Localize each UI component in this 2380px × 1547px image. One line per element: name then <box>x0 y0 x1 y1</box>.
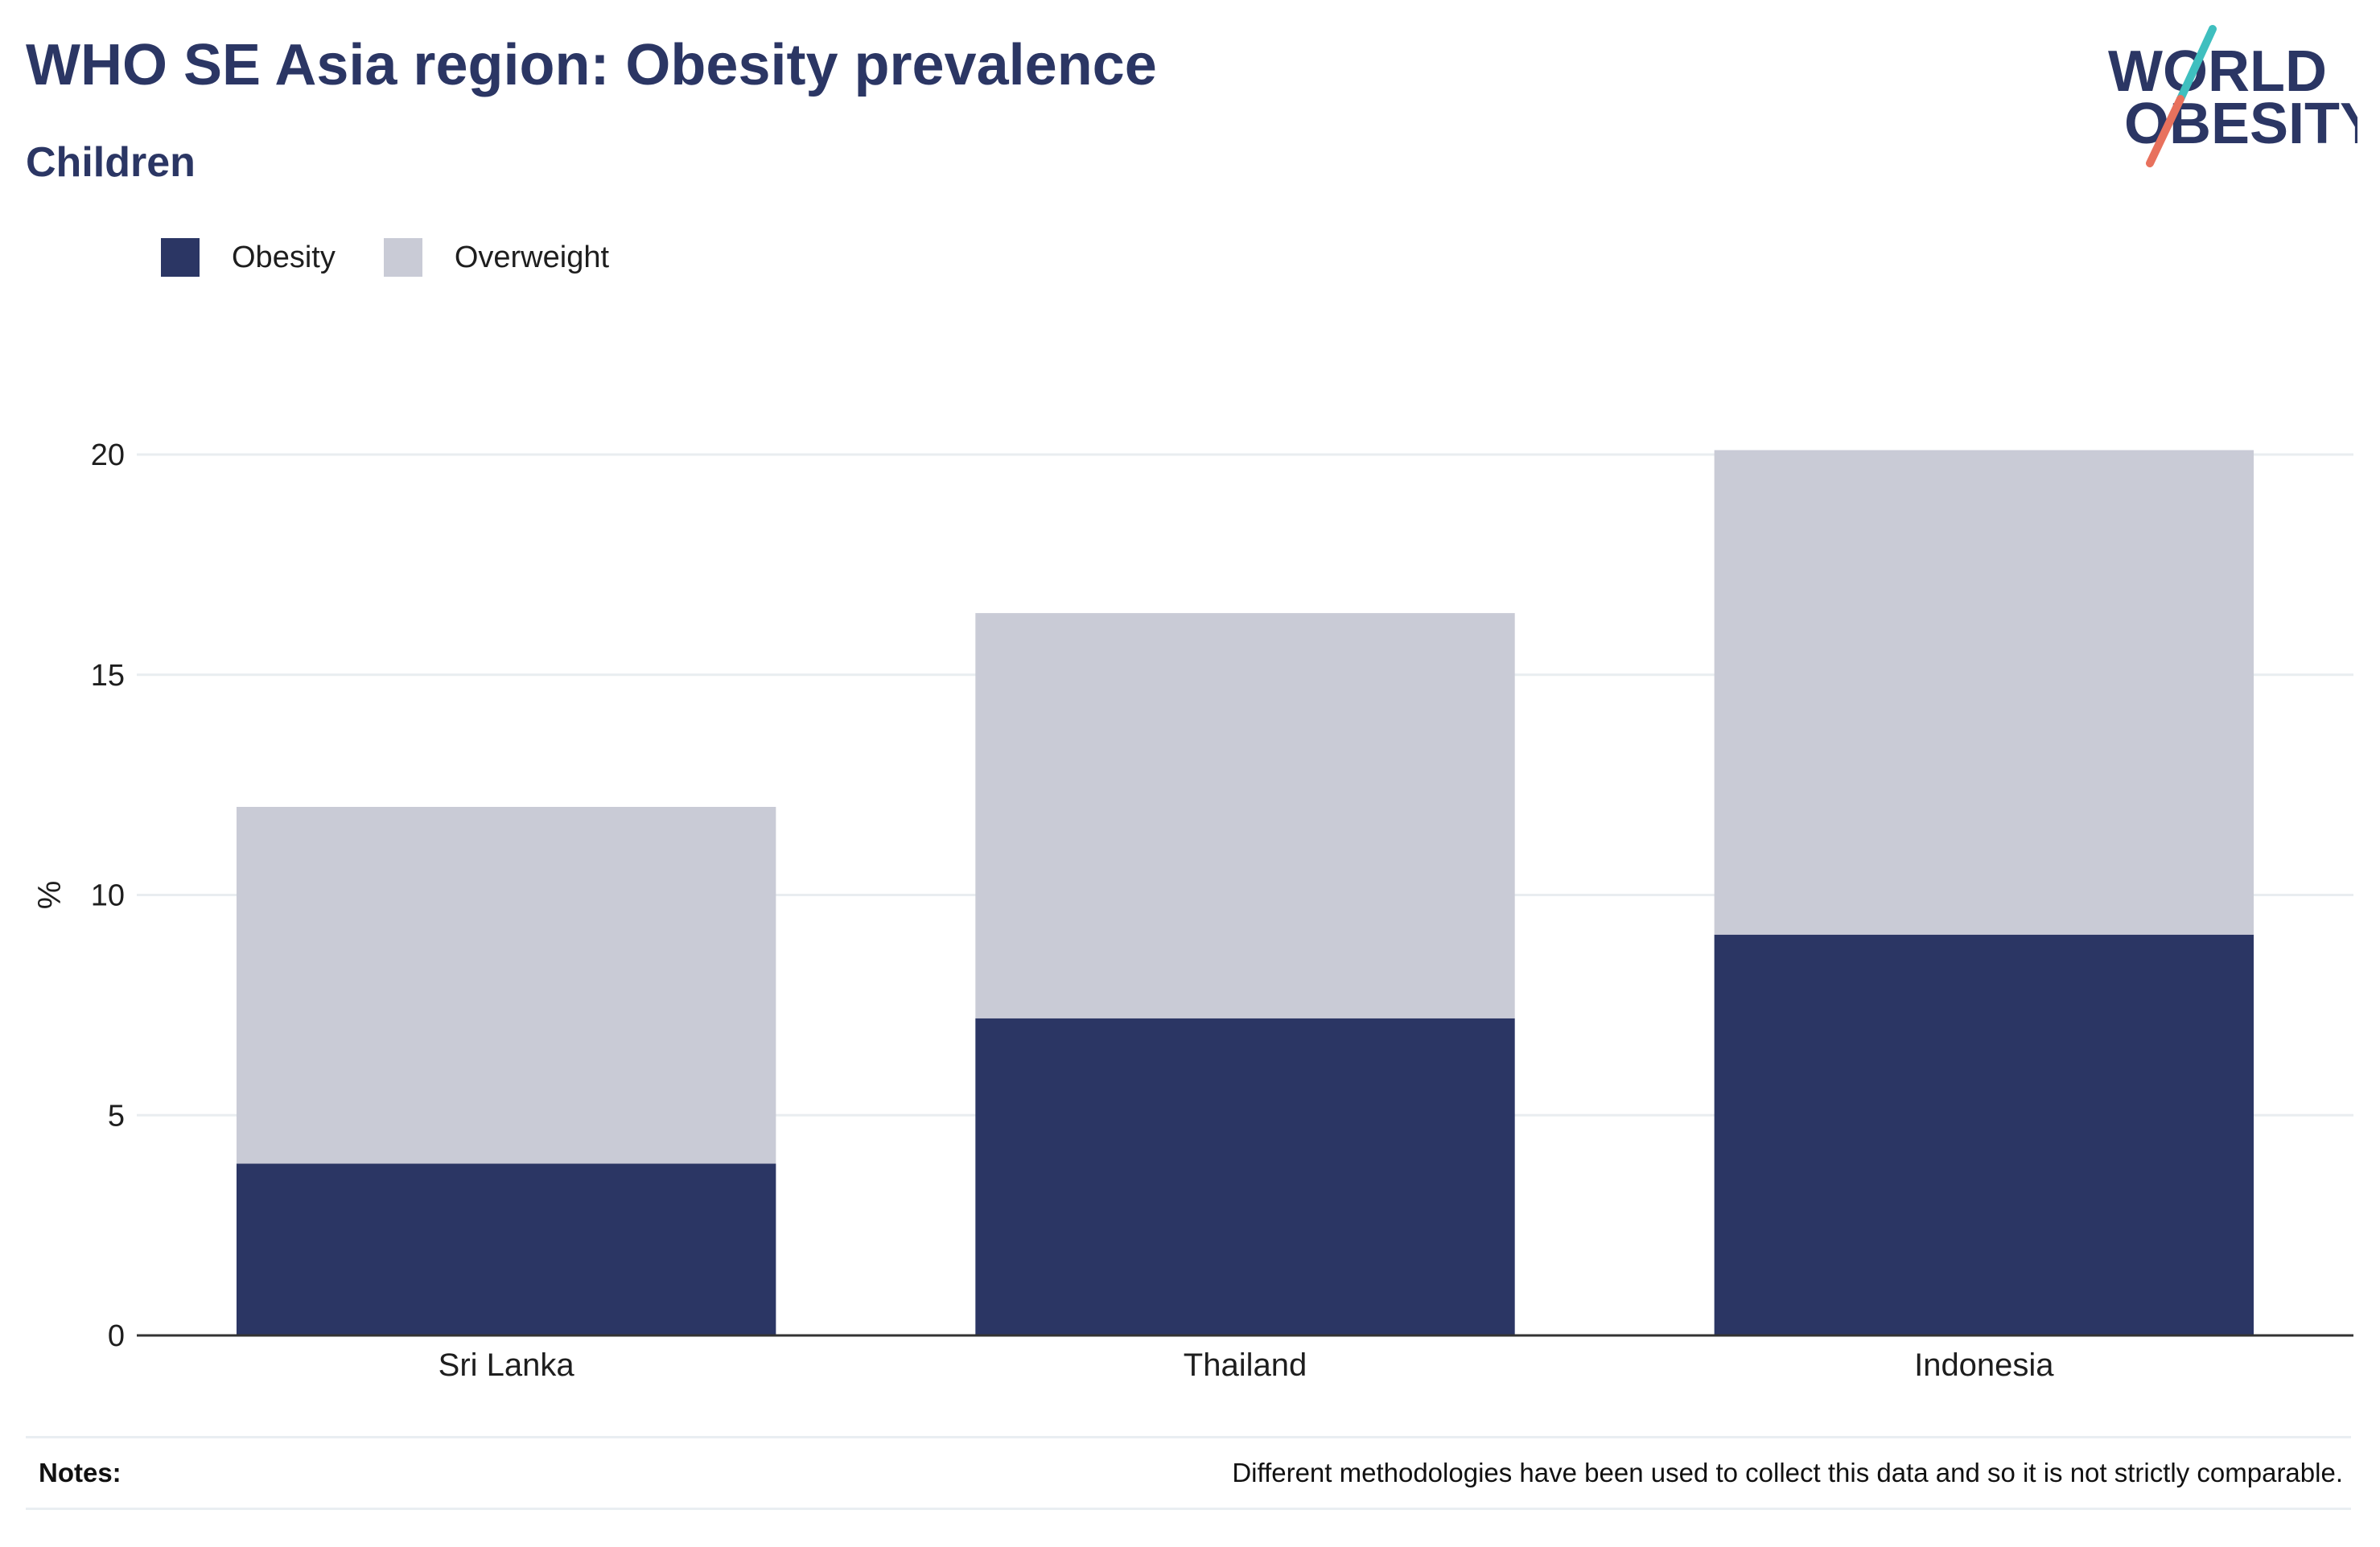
logo-word-obesity: OBESITY <box>2124 92 2357 156</box>
y-tick-label-15: 15 <box>91 659 125 693</box>
logo-word-world: WORLD <box>2108 39 2327 104</box>
y-tick-label-20: 20 <box>91 438 125 472</box>
x-tick-label-sri-lanka: Sri Lanka <box>439 1347 575 1383</box>
bar-obesity-sri-lanka <box>236 1163 776 1335</box>
legend: Obesity Overweight <box>161 238 641 277</box>
logo-slash-teal <box>2176 25 2217 103</box>
notes-label: Notes: <box>39 1458 121 1487</box>
y-axis-label: % <box>32 881 68 910</box>
bar-obesity-thailand <box>975 1018 1515 1335</box>
legend-item-overweight[interactable]: Overweight <box>383 238 610 277</box>
x-tick-label-thailand: Thailand <box>1184 1347 1307 1383</box>
world-obesity-logo: WORLD OBESITY <box>2108 25 2357 167</box>
notes-bar: Notes: Different methodologies have been… <box>26 1436 2351 1510</box>
bar-overweight-indonesia <box>1714 450 2254 935</box>
bar-obesity-indonesia <box>1714 934 2254 1335</box>
legend-item-obesity[interactable]: Obesity <box>161 238 336 277</box>
notes-text: Different methodologies have been used t… <box>1232 1458 2343 1487</box>
x-tick-label-indonesia: Indonesia <box>1914 1347 2054 1383</box>
bar-overweight-sri-lanka <box>236 807 776 1164</box>
legend-label-obesity: Obesity <box>232 240 336 274</box>
chart-subtitle: Children <box>26 139 196 186</box>
y-tick-label-10: 10 <box>91 879 125 913</box>
legend-swatch-overweight <box>383 238 422 277</box>
logo-slash-coral <box>2146 95 2184 167</box>
y-tick-label-0: 0 <box>108 1319 125 1353</box>
y-tick-label-5: 5 <box>108 1099 125 1133</box>
legend-swatch-obesity <box>161 238 200 277</box>
chart-title: WHO SE Asia region: Obesity prevalence <box>26 33 1157 97</box>
bar-overweight-thailand <box>975 613 1515 1018</box>
legend-label-overweight: Overweight <box>454 240 610 274</box>
